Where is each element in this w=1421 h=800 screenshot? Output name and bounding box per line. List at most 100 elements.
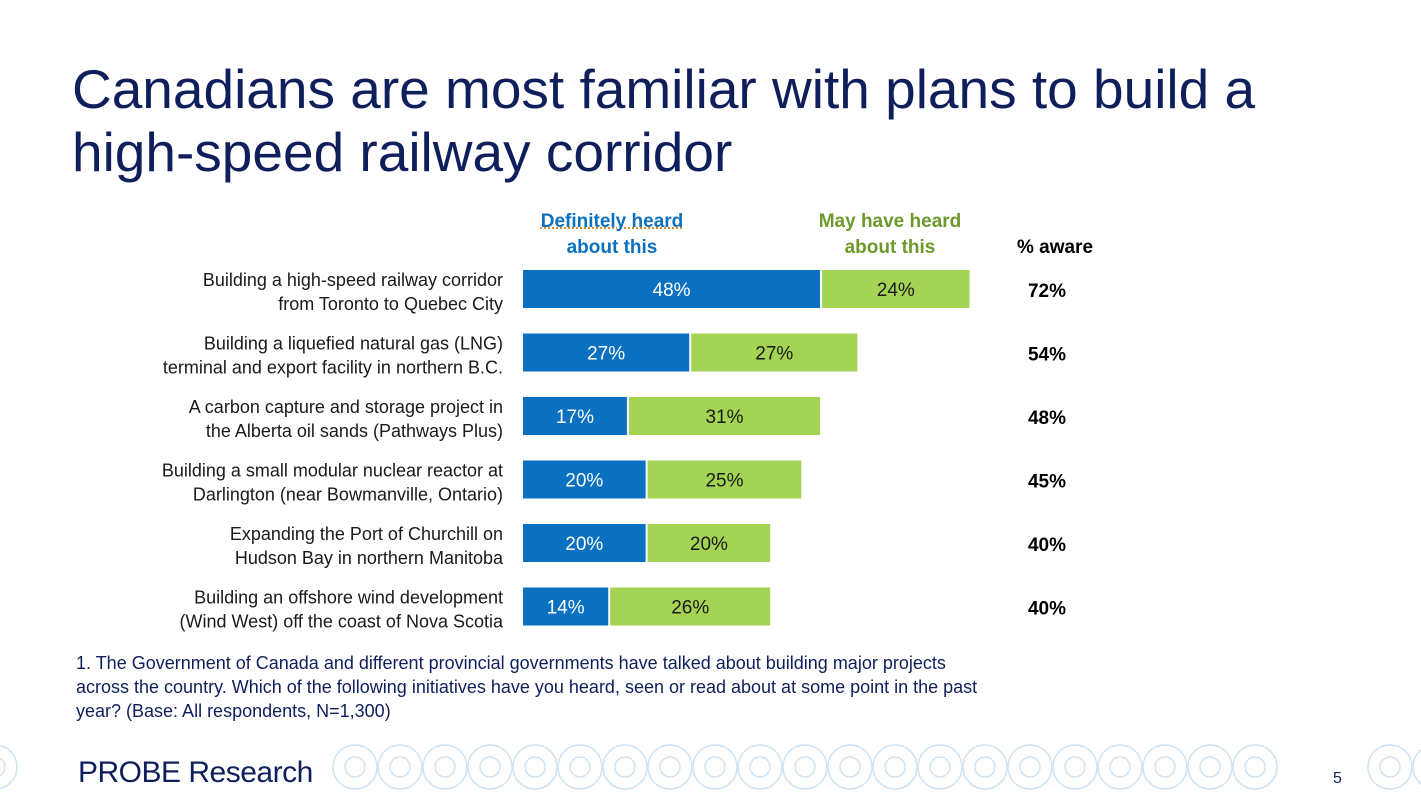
pattern-circle [1064,756,1086,778]
data-label: 31% [705,407,743,428]
pattern-circle [917,744,963,790]
category-label: Building a high-speed railway corridor [203,270,503,290]
pattern-circle [929,756,951,778]
category-label: Hudson Bay in northern Manitoba [235,548,504,568]
pattern-circle [647,744,693,790]
data-label: 17% [556,407,594,428]
legend-definitely-line1: Definitely heard [540,211,684,232]
pattern-circle [1052,744,1098,790]
bar-may [647,460,802,499]
pattern-circle [1367,744,1413,790]
total-aware-label: 72% [1028,281,1066,302]
pattern-circle [344,756,366,778]
pattern-circle [749,756,771,778]
pattern-circle [614,756,636,778]
total-aware-label: 48% [1028,408,1066,429]
footnote: 1. The Government of Canada and differen… [76,653,978,721]
legend-may-line2: about this [844,237,936,258]
legend-aware-header: % aware [1016,237,1094,258]
data-label: 14% [547,598,585,619]
total-aware-label: 40% [1028,535,1066,556]
pattern-circle [659,756,681,778]
category-label: Building a liquefied natural gas (LNG) [204,334,503,354]
pattern-circle [884,756,906,778]
bar-definitely [523,524,646,562]
bar-may [610,587,771,626]
pattern-circle [1019,756,1041,778]
data-label: 48% [653,280,691,301]
pattern-circle [704,756,726,778]
pattern-circle [512,744,558,790]
pattern-circle [569,756,591,778]
data-label: 20% [690,534,728,555]
data-label: 27% [755,344,793,365]
bar-may [628,397,821,435]
legend-may-line1: May have heard [818,211,962,232]
slide-title: Canadians are most familiar with plans t… [72,58,1256,183]
total-aware-label: 45% [1028,472,1066,493]
category-label: Darlington (near Bowmanville, Ontario) [193,485,503,505]
data-label: 24% [877,280,915,301]
pattern-circle [692,744,738,790]
probe-research-logo: PROBE Research [78,756,313,789]
background-circle-pattern [0,744,1421,790]
pattern-circle [1007,744,1053,790]
pattern-circle [1187,744,1233,790]
pattern-circle [1379,756,1401,778]
category-label: the Alberta oil sands (Pathways Plus) [206,421,503,441]
pattern-circle [1109,756,1131,778]
pattern-circle [602,744,648,790]
pattern-circle [872,744,918,790]
data-label: 20% [565,534,603,555]
bar-definitely [523,587,609,626]
category-label: Building a small modular nuclear reactor… [162,461,503,481]
pattern-circle [1244,756,1266,778]
pattern-circle [0,744,18,790]
pattern-circle [557,744,603,790]
total-aware-label: 40% [1028,599,1066,620]
category-label: terminal and export facility in northern… [163,358,503,378]
category-label: from Toronto to Quebec City [278,294,503,314]
pattern-circle [524,756,546,778]
data-label: 25% [705,471,743,492]
bar-may [647,524,771,562]
legend-may-have-heard: May have heard about this [800,209,980,261]
pattern-circle [1232,744,1278,790]
bar-may [822,270,970,308]
pattern-circle [839,756,861,778]
stacked-bar-chart: Building a high-speed railway corridor fr… [162,270,1066,632]
pattern-circle [974,756,996,778]
pattern-circle [1154,756,1176,778]
pattern-circle [0,757,6,777]
pattern-circle [827,744,873,790]
pattern-circle [1412,749,1421,785]
pattern-circle [1199,756,1221,778]
pattern-circle [434,756,456,778]
pattern-circle [962,744,1008,790]
total-aware-label: 54% [1028,345,1066,366]
legend-definitely-heard: Definitely heard about this [523,209,701,261]
pattern-circle [467,744,513,790]
category-label: A carbon capture and storage project in [189,397,503,417]
data-label: 26% [671,598,709,619]
bar-definitely [523,397,627,435]
bar-definitely [523,270,821,308]
bar-definitely [523,333,690,372]
pattern-circle [422,744,468,790]
data-label: 20% [565,471,603,492]
data-label: 27% [587,344,625,365]
pattern-circle [1097,744,1143,790]
bar-may [691,333,858,372]
bar-definitely [523,460,646,499]
legend-definitely-line2: about this [566,237,658,258]
pattern-circle [377,744,423,790]
page-number: 5 [1333,770,1342,787]
category-label: (Wind West) off the coast of Nova Scotia [180,612,504,632]
pattern-circle [332,744,378,790]
pattern-circle [479,756,501,778]
pattern-circle [794,756,816,778]
pattern-circle [737,744,783,790]
pattern-circle [1142,744,1188,790]
pattern-circle [389,756,411,778]
category-label: Building an offshore wind development [194,588,503,608]
